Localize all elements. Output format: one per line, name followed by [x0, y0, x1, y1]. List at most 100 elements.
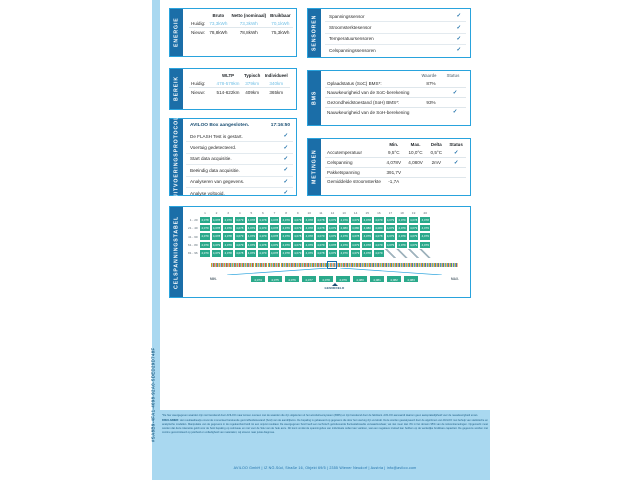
legend-detail-row: MIN. 4,073 4,075 4,076 4,077 4,078 4,079 4,080…: [210, 274, 459, 283]
cell-voltage: 4,079: [210, 249, 223, 258]
cell-voltage: 4,079: [419, 240, 432, 250]
cell-voltage: 4,079: [384, 223, 397, 233]
row-label: Nauwkeurigheid van de SoH-berekening: [327, 109, 410, 115]
legend-detail-cell: 4,082: [386, 274, 402, 283]
check-icon: ✓: [456, 35, 461, 42]
cell-voltage: 4,078: [222, 249, 234, 258]
metingen-col-label: [325, 141, 383, 148]
cell-value: 87%: [418, 79, 444, 89]
table-row: Min. Max. Delta Status: [325, 141, 466, 148]
cell-voltage: 4,079: [257, 232, 269, 241]
disclaimer-block: *De hier weergegeven waarden zijn niet b…: [162, 414, 488, 436]
cell-max: 4,080V: [404, 157, 427, 169]
cell-value: 78,8kWh: [209, 29, 228, 35]
card-tab-bereik: BEREIK: [170, 69, 183, 109]
cell-col-header: 17: [388, 211, 393, 215]
cell-voltage: 4,079: [291, 215, 304, 224]
cell-voltage: 4,079: [233, 215, 246, 224]
cell-value: [418, 107, 444, 117]
card-celspanningstabel: CELSPANNINGSTABEL 1 2 3 4 5 6 7 8 9 10 11 12 13 14 15 1…: [169, 206, 471, 298]
card-tab-sensoren: SENSOREN: [308, 9, 321, 57]
row-label: Nieuw:: [191, 29, 206, 35]
list-item: Start data acquisitie. ✓: [186, 154, 293, 166]
cell-voltage: 4,079: [373, 249, 385, 258]
list-item: Beëindig data acquisitie. ✓: [186, 165, 293, 177]
card-body-metingen: Min. Max. Delta Status Accutemperatuur 9…: [321, 139, 470, 195]
cell-row-header: 61 - 80: [188, 242, 198, 247]
list-item-label: Temperatuursensoren: [329, 36, 374, 42]
cell-col-header: 10: [307, 211, 311, 215]
cell-col-header: 9: [296, 211, 299, 215]
cell-voltage: 4,078: [326, 240, 339, 250]
table-energie: Bruto Netto (nominaal) Bruikbaar Huidig:…: [189, 12, 293, 36]
card-tab-metingen: METINGEN: [308, 139, 321, 195]
table-row: Huidig: 478-579km 379km 340km: [189, 79, 290, 89]
cell-voltage: 4,080: [361, 223, 374, 233]
cell-voltage: 4,079: [419, 232, 432, 241]
cell-voltage: 4,079: [419, 223, 432, 233]
cell-voltage: 4,078: [210, 232, 223, 241]
cell-col-header: 4: [238, 211, 241, 215]
cell-col-header: 5: [250, 211, 253, 215]
col-energie-1: Bruto: [212, 13, 225, 18]
cell-max: [405, 177, 427, 186]
disclaimer-body: Het resultaatbewijs omvat de momenteel b…: [162, 419, 488, 434]
cell-col-header: 19: [411, 211, 416, 215]
cell-voltage: 4,078: [222, 232, 234, 241]
row-label: Pakketspanning: [325, 167, 383, 178]
cell-voltage: 4,079: [245, 223, 258, 233]
cell-voltage: 4,079: [384, 240, 397, 250]
metingen-col-max: Max.: [410, 142, 421, 147]
cell-status: [446, 177, 466, 186]
cell-voltage: 4,080: [349, 223, 362, 233]
cell-voltage: 4,078: [419, 215, 432, 224]
cell-value: 379km: [241, 79, 263, 89]
cell-status: [444, 79, 466, 89]
cell-voltage: 4,079: [210, 240, 223, 250]
cell-voltage: 4,078: [291, 232, 304, 241]
cell-value: [418, 87, 444, 99]
cell-value: 70,1kWh: [268, 19, 293, 29]
cell-delta: [426, 167, 447, 178]
check-icon: ✓: [456, 47, 461, 54]
cell-status: [444, 97, 466, 108]
cell-voltage: 4,079: [199, 223, 211, 233]
check-icon: ✓: [283, 190, 288, 197]
cell-voltage: 4,079: [338, 232, 350, 241]
bms-col-status: Status: [446, 73, 460, 78]
cell-voltage: 4,078: [373, 232, 385, 241]
cell-voltage: 4,079: [257, 223, 269, 233]
cell-min: 4,078V: [382, 157, 405, 169]
check-icon: ✓: [456, 24, 461, 31]
cell-voltage: 4,079: [349, 249, 362, 258]
list-item: Analyseren van gegevens. ✓: [186, 177, 293, 188]
list-item-label: Spanningssensor: [329, 13, 365, 19]
cell-voltage: 4,078: [303, 215, 316, 224]
cell-voltage: 4,078: [280, 249, 292, 258]
card-bereik: BEREIK WLTP Typisch Individueel Huidig: …: [169, 68, 297, 110]
cell-voltage: 4,079: [349, 240, 362, 250]
cell-value: 478-579km: [214, 79, 242, 89]
cell-voltage: 4,078: [199, 215, 211, 224]
cell-voltage: 4,078: [268, 223, 281, 233]
card-body-sensoren: Spanningssensor ✓ Stroomsterktesensor ✓ Te…: [321, 9, 470, 57]
list-item: Spanningssensor ✓: [325, 11, 466, 23]
card-sensoren: SENSOREN Spanningssensor ✓ Stroomsterktes…: [307, 8, 471, 58]
row-label: Accutemperatuur: [325, 148, 383, 159]
col-energie-2: Netto (nominaal): [231, 13, 267, 18]
table-bms: Oplaadstatus (SoC) BMS*: 87% Nauwkeurigh…: [325, 79, 466, 117]
legend-focus-box: [327, 260, 338, 269]
cell-voltage: 4,079: [303, 240, 316, 250]
cell-row-header: 81 - 96: [188, 251, 198, 256]
cell-voltage: 4,079: [245, 249, 258, 258]
cell-value: 78,8kWh: [239, 29, 258, 35]
legend-gradient-wrap: MIN. 4,073 4,075 4,076 4,077 4,078 4,079 4,080…: [210, 260, 459, 290]
table-bereik: WLTP Typisch Individueel Huidig: 478-579…: [189, 72, 290, 96]
legend-detail-cell: 4,073: [250, 274, 266, 283]
card-body-bereik: WLTP Typisch Individueel Huidig: 478-579…: [183, 69, 296, 109]
cell-voltage: 4,078: [268, 232, 281, 241]
cell-voltage: 4,079: [280, 240, 292, 250]
protocol-time: 17:16:50: [270, 123, 290, 128]
cell-col-header: 14: [353, 211, 358, 215]
table-row: 1 2 3 4 5 6 7 8 9 10 11 12 13 14 15 16 17 18 19 20: [188, 211, 431, 216]
